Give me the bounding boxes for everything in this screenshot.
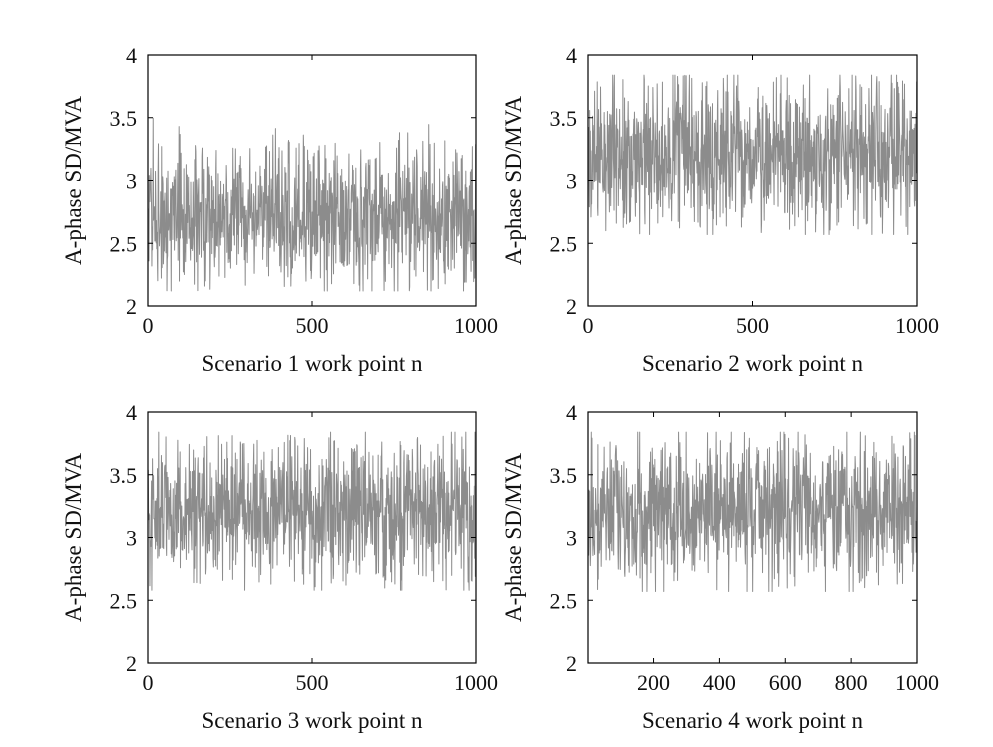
y-tick-label: 3 [566, 169, 577, 194]
y-tick-label: 3 [126, 526, 137, 551]
x-tick-label: 800 [835, 670, 868, 695]
y-tick-label: 4 [566, 400, 577, 425]
x-axis-label: Scenario 3 work point n [201, 708, 423, 733]
y-tick-label: 2.5 [550, 588, 578, 613]
y-axis-label: A-phase SD/MVA [61, 96, 86, 265]
y-axis-label: A-phase SD/MVA [501, 453, 526, 622]
y-tick-label: 3.5 [550, 106, 578, 131]
series-line [587, 431, 918, 592]
subplot-2: 2 2.5 3 3.5 4 0 500 1000 Scenario 2 work point n… [501, 43, 939, 376]
x-tick-label: 0 [143, 670, 154, 695]
y-tick-label: 4 [126, 43, 137, 68]
x-tick-label: 400 [703, 670, 736, 695]
y-axis-label: A-phase SD/MVA [61, 453, 86, 622]
x-tick-label: 500 [736, 313, 769, 338]
y-tick-label: 2 [126, 651, 137, 676]
x-tick-label: 600 [769, 670, 802, 695]
y-tick-label: 2.5 [110, 588, 138, 613]
y-tick-label: 3 [566, 526, 577, 551]
y-tick-label: 2 [566, 651, 577, 676]
x-tick-label: 500 [296, 670, 329, 695]
x-tick-label: 0 [583, 313, 594, 338]
y-tick-label: 4 [566, 43, 577, 68]
y-tick-label: 2 [126, 294, 137, 319]
x-tick-label: 0 [143, 313, 154, 338]
x-tick-label: 1000 [895, 670, 939, 695]
x-axis-label: Scenario 1 work point n [201, 351, 423, 376]
series-line [147, 117, 477, 292]
series-line [147, 431, 477, 591]
subplot-3: 2 2.5 3 3.5 4 0 500 1000 Scenario 3 work point n… [61, 400, 498, 733]
x-tick-label: 1000 [454, 313, 498, 338]
x-tick-label: 500 [296, 313, 329, 338]
x-tick-label: 1000 [454, 670, 498, 695]
series-line [587, 74, 918, 235]
y-tick-label: 3 [126, 169, 137, 194]
subplot-1: 2 2.5 3 3.5 4 0 500 1000 Scenario 1 work point n… [61, 43, 498, 376]
x-axis-label: Scenario 4 work point n [642, 708, 864, 733]
subplot-4: 2 2.5 3 3.5 4 200 400 600 800 1000 Scenario 4 work… [501, 400, 939, 733]
y-axis-label: A-phase SD/MVA [501, 96, 526, 265]
y-tick-label: 3.5 [550, 463, 578, 488]
y-tick-label: 3.5 [110, 463, 138, 488]
x-tick-label: 1000 [895, 313, 939, 338]
y-tick-label: 4 [126, 400, 137, 425]
y-tick-label: 2.5 [550, 231, 578, 256]
y-tick-label: 2 [566, 294, 577, 319]
x-tick-label: 200 [637, 670, 670, 695]
y-tick-label: 2.5 [110, 231, 138, 256]
x-axis-label: Scenario 2 work point n [642, 351, 864, 376]
y-tick-label: 3.5 [110, 106, 138, 131]
